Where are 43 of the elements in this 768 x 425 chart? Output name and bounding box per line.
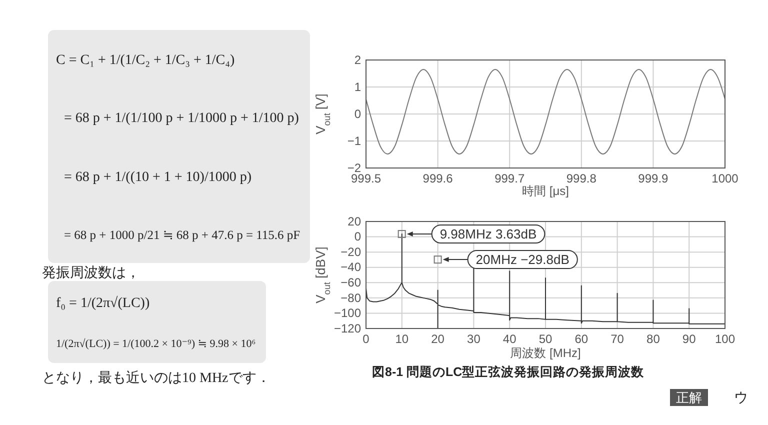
text: = 68 p + 1/((10 + 1 + 10)/1000 p) (64, 170, 252, 185)
x-tick-label: 999.8 (566, 172, 597, 186)
x-tick-label: 40 (502, 332, 517, 346)
annotation: 20MHz −29.8dB (476, 252, 570, 268)
text: = 68 p + 1/(1/100 p + 1/1000 p + 1/100 p) (64, 111, 300, 126)
text: f₀ = 1/(2π√(LC)) (56, 295, 150, 311)
y-tick-label: −120 (334, 321, 362, 336)
x-tick-label: 50 (538, 332, 552, 346)
x-tick-label: 90 (682, 332, 696, 346)
x-tick-label: 999.6 (422, 172, 454, 186)
text: 正解 (676, 390, 702, 405)
x-tick-label: 100 (714, 332, 736, 346)
y-tick-label: −40 (340, 260, 362, 274)
y-tick-label: −60 (340, 275, 362, 290)
line-series (366, 68, 726, 154)
y-tick-label: 0 (354, 230, 362, 244)
text: = 68 p + 1000 p/21 ≒ 68 p + 47.6 p = 115.6 pF (64, 228, 300, 242)
y-tick-label: 1 (354, 80, 362, 94)
text: ウ (734, 389, 748, 405)
x-axis-title: 時間 [μs] (522, 184, 569, 198)
caption: 図8-1 問題のLC型正弦波発振回路の発振周波数 (372, 364, 646, 379)
y-tick-label: 20 (348, 214, 362, 228)
x-tick-label: 60 (574, 332, 588, 346)
text: となり，最も近いのは10 MHzです． (42, 370, 270, 386)
y-tick-label: 0 (354, 106, 362, 121)
x-tick-label: 30 (467, 332, 481, 346)
y-tick-label: −100 (334, 306, 362, 320)
x-tick-label: 1000 (712, 172, 739, 186)
annotation: 9.98MHz 3.63dB (440, 226, 537, 242)
x-tick-label: 10 (395, 332, 409, 346)
x-tick-label: 70 (610, 332, 624, 346)
y-tick-label: −20 (340, 244, 362, 259)
text: C = C₁ + 1/(1/C₂ + 1/C₃ + 1/C₄) (56, 53, 236, 68)
x-tick-label: 20 (431, 332, 445, 346)
x-axis-title: 周波数 [MHz] (510, 346, 581, 360)
text: 1/(2π√(LC)) = 1/(100.2 × 10⁻⁹) ≒ 9.98 × 10⁶ (56, 338, 256, 350)
x-tick-label: 80 (646, 332, 660, 346)
x-tick-label: 999.9 (638, 172, 669, 186)
text: 発振周波数は， (42, 265, 140, 281)
y-tick-label: −80 (340, 290, 362, 305)
x-tick-label: 999.7 (494, 172, 525, 186)
y-tick-label: −1 (347, 134, 362, 148)
y-tick-label: 2 (354, 52, 362, 67)
